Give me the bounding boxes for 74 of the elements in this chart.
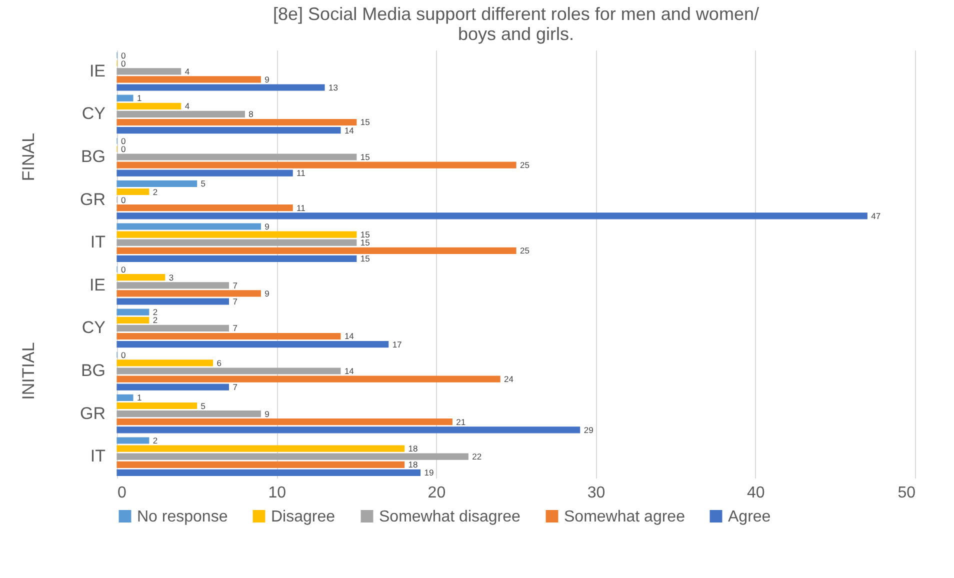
x-tick-label: 30 [587, 484, 606, 502]
data-label: 5 [200, 178, 206, 189]
data-label: 15 [360, 254, 370, 264]
data-label: 0 [121, 58, 126, 68]
data-label: 14 [344, 331, 354, 342]
data-label: 18 [408, 460, 418, 470]
text: FINAL [19, 132, 38, 182]
data-label: 13 [328, 82, 338, 92]
x-tick-label: 0 [118, 484, 126, 502]
legend-label: Disagree [271, 508, 336, 526]
y-tick-label: IT [90, 232, 106, 252]
data-label: 25 [520, 160, 530, 170]
data-label: 9 [264, 408, 270, 419]
y-tick-label: CY [82, 318, 106, 338]
y-tick-label: IE [89, 61, 106, 80]
data-label: 0 [121, 350, 126, 360]
data-label: 0 [121, 50, 126, 60]
data-label: 29 [584, 424, 594, 435]
data-label: 17 [392, 339, 402, 350]
data-label: 15 [360, 230, 370, 240]
x-tick-label: 20 [428, 484, 446, 502]
y-tick-label: BG [80, 361, 106, 380]
legend-label: No response [137, 508, 228, 526]
data-label: 25 [520, 246, 530, 256]
data-label: 47 [871, 210, 881, 221]
data-label: 7 [232, 382, 238, 392]
data-label: 8 [248, 109, 254, 120]
data-label: 0 [121, 136, 126, 146]
data-label: 22 [472, 452, 482, 462]
x-tick-label: 10 [268, 484, 286, 502]
data-label: 14 [344, 366, 354, 376]
y-tick-label: GR [80, 190, 106, 209]
data-label: 4 [184, 66, 190, 76]
y-tick-label: CY [82, 104, 106, 124]
data-label: 9 [264, 288, 270, 298]
data-label: 15 [360, 152, 370, 162]
data-label: 3 [168, 272, 174, 282]
x-tick-label: 40 [747, 484, 765, 502]
data-label: 2 [152, 307, 158, 318]
data-label: 0 [121, 144, 126, 154]
legend-label: Somewhat disagree [379, 508, 521, 526]
data-label: 9 [264, 222, 270, 232]
y-tick-label: IE [89, 275, 106, 294]
data-label: 2 [152, 436, 158, 446]
data-label: 15 [360, 238, 370, 248]
data-label: 9 [264, 74, 270, 84]
data-label: 7 [232, 280, 238, 290]
data-label: 7 [232, 323, 238, 334]
data-label: 11 [296, 202, 306, 213]
chart-title: [8e] Social Media support different roles for men and women/ boys and girls. [273, 4, 759, 44]
data-label: 11 [296, 168, 306, 178]
data-label: 5 [200, 400, 206, 411]
data-label: 1 [136, 392, 142, 403]
text: INITIAL [19, 342, 38, 400]
data-label: 2 [152, 315, 158, 326]
data-label: 18 [408, 444, 418, 454]
data-label: 0 [121, 194, 126, 205]
data-label: 15 [360, 117, 370, 128]
legend-label: Somewhat agree [564, 508, 686, 526]
data-label: 0 [121, 264, 126, 274]
y-tick-label: BG [80, 147, 106, 166]
data-label: 1 [136, 93, 142, 104]
data-label: 2 [152, 186, 158, 197]
data-label: 21 [456, 416, 466, 427]
y-tick-label: IT [90, 446, 106, 466]
data-label: 4 [184, 101, 190, 112]
data-label: 24 [504, 374, 514, 384]
data-label: 6 [216, 358, 222, 368]
data-label: 7 [232, 296, 238, 306]
y-tick-label: GR [80, 404, 106, 423]
data-label: 19 [424, 468, 434, 478]
legend-label: Agree [728, 508, 771, 526]
x-tick-label: 50 [898, 484, 916, 502]
data-label: 14 [344, 125, 354, 136]
